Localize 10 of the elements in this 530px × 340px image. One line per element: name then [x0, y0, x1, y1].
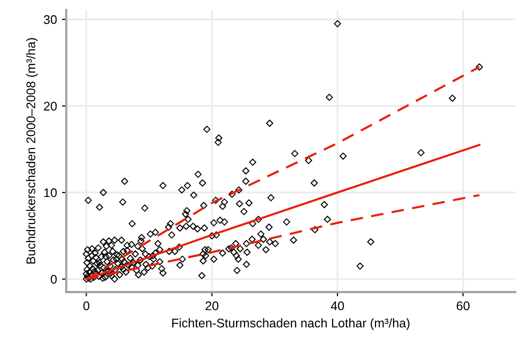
y-axis-title: Buchdruckerschaden 2000–2008 (m³/ha) [26, 38, 38, 264]
x-tick-label: 60 [456, 301, 470, 310]
x-tick-label: 0 [83, 301, 90, 310]
x-axis-title: Fichten-Sturmschaden nach Lothar (m³/ha) [172, 318, 410, 330]
y-tick-label: 20 [44, 102, 57, 111]
y-tick-label: 10 [44, 188, 57, 198]
y-tick-label: 30 [44, 15, 57, 24]
y-tick-label: 0 [50, 274, 57, 284]
x-tick-label: 20 [206, 301, 218, 310]
x-tick-label: 40 [330, 301, 344, 310]
